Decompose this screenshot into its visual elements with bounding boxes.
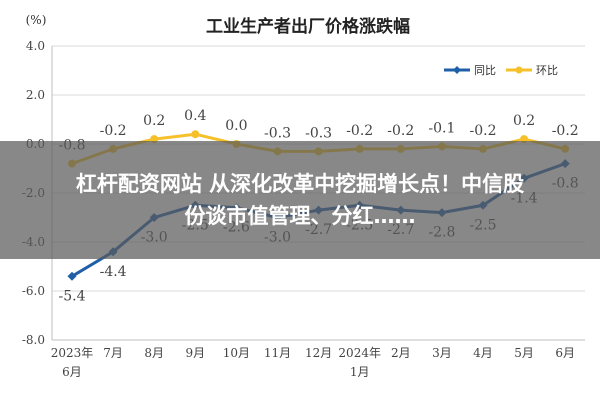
data-point [67, 271, 77, 281]
y-tick-label: -8.0 [22, 333, 45, 347]
data-label: -0.2 [346, 123, 373, 139]
x-tick-label: 2月 [391, 346, 411, 360]
data-label: -0.2 [387, 123, 414, 139]
data-label: 0.0 [225, 118, 247, 134]
x-tick-label: 2023年 [51, 346, 94, 360]
legend-label: 环比 [536, 64, 558, 77]
x-tick-label: 4月 [473, 346, 493, 360]
data-label: 0.4 [184, 108, 206, 124]
x-tick-label: 6月 [555, 346, 575, 360]
x-tick-label: 8月 [144, 346, 164, 360]
data-label: -0.1 [428, 120, 455, 136]
x-tick-label: 9月 [185, 346, 205, 360]
x-tick-label: 1月 [350, 365, 370, 379]
legend-marker [515, 66, 523, 74]
y-unit-label: (%) [26, 13, 47, 27]
x-tick-label: 10月 [223, 346, 250, 360]
legend-label: 同比 [474, 64, 496, 77]
legend-marker [453, 66, 461, 74]
data-label: -0.2 [100, 123, 127, 139]
x-tick-label: 6月 [62, 365, 82, 379]
data-label: -0.3 [264, 125, 291, 141]
x-tick-label: 3月 [432, 346, 452, 360]
data-point [191, 130, 200, 139]
data-label: 0.2 [513, 113, 535, 129]
overlay-line-1: 杠杆配资网站 从深化改革中挖掘增长点！中信股 [75, 172, 525, 196]
y-tick-label: 2.0 [26, 88, 45, 102]
y-tick-label: 4.0 [26, 39, 45, 53]
data-label: -5.4 [59, 288, 86, 304]
y-tick-label: -6.0 [22, 284, 45, 298]
data-label: -4.4 [100, 264, 127, 280]
x-tick-label: 5月 [514, 346, 534, 360]
x-tick-label: 7月 [103, 346, 123, 360]
data-label: 0.2 [143, 113, 165, 129]
x-tick-label: 11月 [264, 346, 291, 360]
data-label: -0.3 [305, 125, 332, 141]
x-tick-label: 12月 [305, 346, 332, 360]
overlay-line-2: 份谈市值管理、分红…… [184, 204, 416, 228]
x-tick-label: 2024年 [338, 346, 381, 360]
chart-title: 工业生产者出厂价格涨跌幅 [206, 16, 410, 37]
data-label: -0.2 [470, 123, 497, 139]
data-label: -0.2 [552, 123, 579, 139]
overlay-banner[interactable]: 杠杆配资网站 从深化改革中挖掘增长点！中信股 份谈市值管理、分红…… [0, 141, 600, 259]
